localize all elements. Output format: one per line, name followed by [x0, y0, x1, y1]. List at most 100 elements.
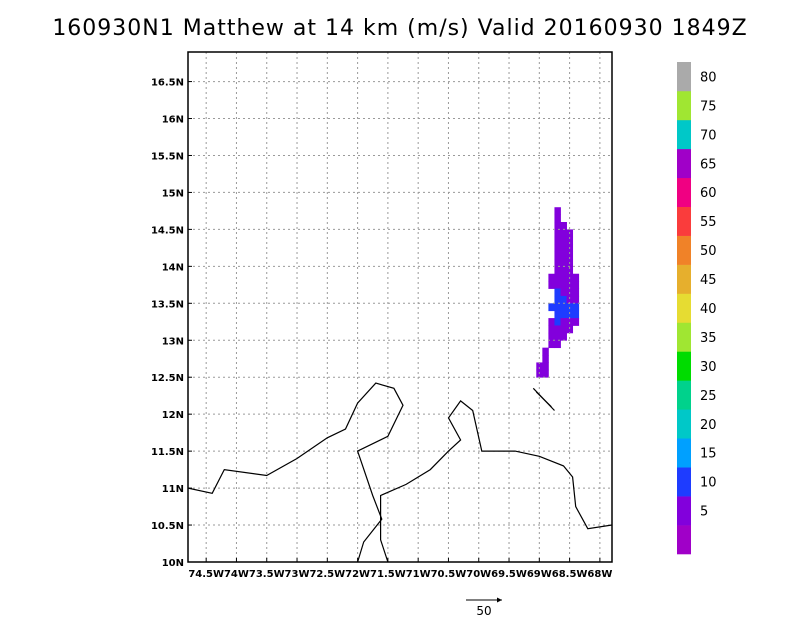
wind-cell: [566, 318, 574, 326]
lat-tick-label: 15.5N: [151, 151, 184, 162]
lon-tick-label: 72W: [345, 569, 370, 580]
wind-cell: [548, 273, 555, 282]
wind-cell: [566, 325, 574, 334]
wind-cell: [554, 214, 561, 223]
lat-tick-label: 11.5N: [151, 447, 184, 458]
wind-cell: [554, 222, 561, 230]
wind-cell: [548, 332, 555, 341]
lat-tick-label: 14N: [162, 262, 184, 273]
wind-cell: [560, 310, 567, 319]
vector-scale-label: 50: [476, 604, 491, 618]
wind-cell: [560, 318, 567, 326]
wind-cell: [548, 281, 555, 289]
wind-cell: [566, 266, 574, 275]
wind-cell: [572, 310, 580, 319]
lon-tick-label: 68W: [587, 569, 612, 580]
wind-cell: [572, 318, 580, 326]
wind-cell: [572, 303, 580, 312]
wind-cell: [542, 355, 549, 363]
lat-tick-label: 10.5N: [151, 521, 184, 532]
lat-tick-label: 12N: [162, 410, 184, 421]
lon-tick-label: 73.5W: [249, 569, 285, 580]
wind-cell: [566, 251, 574, 260]
wind-cell: [542, 362, 549, 371]
wind-cell: [554, 325, 561, 334]
latitude-ticks: 10N 10.5N 11N 11.5N 12N 12.5N 13N 13.5N 14N 14.5N…: [151, 78, 192, 569]
wind-cell: [542, 347, 549, 356]
wind-cell: [560, 244, 567, 252]
wind-cell: [554, 258, 561, 267]
wind-cell: [554, 332, 561, 341]
coastline: [535, 391, 552, 408]
lon-tick-label: 71W: [406, 569, 431, 580]
lat-tick-label: 13.5N: [151, 299, 184, 310]
wind-cell: [560, 288, 567, 297]
wind-cell: [554, 229, 561, 238]
wind-cell: [548, 340, 555, 349]
lon-tick-label: 70.5W: [431, 569, 467, 580]
lat-tick-label: 16.5N: [151, 78, 184, 89]
wind-cell: [554, 207, 561, 216]
wind-cell: [566, 281, 574, 289]
wind-cell: [560, 236, 567, 245]
wind-cell: [554, 251, 561, 260]
wind-cell: [560, 273, 567, 282]
wind-cell: [560, 258, 567, 267]
lon-tick-label: 72.5W: [309, 569, 345, 580]
wind-cell: [554, 295, 561, 304]
wind-cell: [548, 325, 555, 334]
lon-tick-label: 74W: [224, 569, 249, 580]
lon-tick-label: 73W: [285, 569, 310, 580]
wind-cell: [536, 362, 543, 371]
lon-tick-label: 74.5W: [188, 569, 224, 580]
coastline: [380, 400, 612, 562]
lat-tick-label: 14.5N: [151, 225, 184, 236]
lon-tick-label: 69W: [527, 569, 552, 580]
wind-cell: [548, 318, 555, 326]
wind-cell: [560, 325, 567, 334]
wind-cell: [554, 273, 561, 282]
wind-cell: [542, 369, 549, 378]
wind-cell: [554, 310, 561, 319]
wind-cell: [560, 332, 567, 341]
plot-title: 160930N1 Matthew at 14 km (m/s) Valid 20…: [52, 16, 748, 41]
wind-cell: [566, 295, 574, 304]
wind-cell: [554, 266, 561, 275]
wind-cell: [566, 236, 574, 245]
lon-tick-label: 70W: [466, 569, 491, 580]
wind-cell: [560, 229, 567, 238]
map-background: [188, 52, 612, 562]
wind-cell: [554, 318, 561, 326]
wind-cell: [554, 244, 561, 252]
lat-tick-label: 15N: [162, 188, 184, 199]
wind-cell: [572, 288, 580, 297]
vector-scale-arrow: [466, 597, 502, 603]
wind-cell: [572, 273, 580, 282]
wind-cell: [560, 251, 567, 260]
map-frame: [187, 51, 613, 563]
wind-cell: [566, 310, 574, 319]
lat-tick-label: 11N: [162, 484, 184, 495]
wind-cell: [554, 236, 561, 245]
lon-tick-label: 68.5W: [552, 569, 588, 580]
wind-cell: [560, 266, 567, 275]
lat-tick-label: 16N: [162, 115, 184, 126]
lon-tick-label: 71.5W: [370, 569, 406, 580]
coastlines: [188, 382, 612, 562]
wind-cell: [572, 295, 580, 304]
lat-tick-label: 10N: [162, 558, 184, 569]
lat-lon-grid: [188, 52, 612, 563]
wind-cell: [554, 340, 561, 349]
wind-cell: [560, 281, 567, 289]
wind-cell: [554, 303, 561, 312]
coastline: [188, 382, 404, 562]
lat-tick-label: 12.5N: [151, 373, 184, 384]
wind-cell: [560, 303, 567, 312]
longitude-ticks: 74.5W 74W 73.5W 73W 72.5W 72W 71.5W 71W 70.5W 70W…: [188, 558, 612, 580]
wind-cell: [554, 281, 561, 289]
wind-cell: [548, 303, 555, 312]
wind-cell: [554, 288, 561, 297]
wind-cell: [572, 281, 580, 289]
wind-cell: [560, 222, 567, 230]
